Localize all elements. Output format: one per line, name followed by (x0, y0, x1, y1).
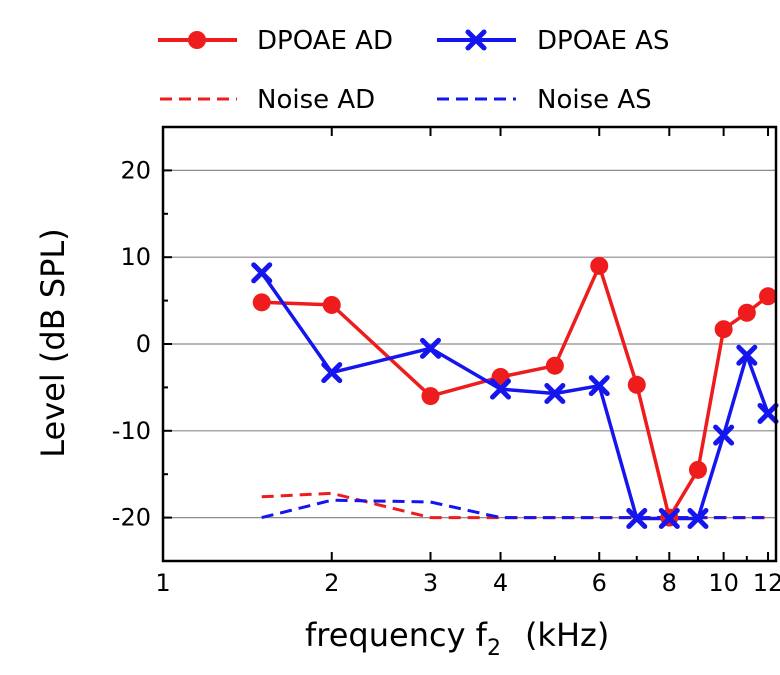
x-tick-label-6: 6 (592, 569, 607, 597)
x-axis-title-main: frequency f (305, 616, 488, 654)
legend-label-noise-as: Noise AS (537, 85, 652, 115)
x-tick-label-12: 12 (753, 569, 780, 597)
series-line-noise-as (261, 498, 768, 520)
point-dpoae-as-5 (588, 375, 610, 397)
legend-label-dpoae-as: DPOAE AS (537, 26, 669, 56)
axis-ticks (162, 126, 770, 562)
point-dpoae-as-10 (736, 344, 758, 366)
x-tick-label-1: 1 (155, 569, 170, 597)
point-dpoae-ad-11 (759, 287, 778, 306)
x-tick-label-2: 2 (324, 569, 339, 597)
y-tick-label-10: 10 (120, 243, 151, 271)
point-dpoae-as-8 (687, 507, 709, 529)
x-tick-label-10: 10 (708, 569, 739, 597)
x-tick-label-8: 8 (662, 569, 677, 597)
legend-item-noise-ad: Noise AD (160, 85, 375, 115)
point-dpoae-ad-9 (714, 320, 733, 339)
y-axis-title: Level (dB SPL) (34, 228, 72, 457)
legend-item-dpoae-ad: DPOAE AD (158, 26, 393, 56)
y-tick-label-20: 20 (120, 156, 151, 184)
point-dpoae-as-0 (251, 262, 273, 284)
point-dpoae-as-7 (658, 507, 680, 529)
point-dpoae-as-9 (713, 424, 735, 446)
series-line-dpoae-as (260, 271, 770, 521)
point-dpoae-as-6 (626, 507, 648, 529)
y-tick-label--10: -10 (112, 417, 151, 445)
point-dpoae-ad-6 (627, 375, 646, 394)
y-tick-label--20: -20 (112, 504, 151, 532)
point-dpoae-ad-2 (421, 387, 440, 406)
point-dpoae-ad-0 (252, 293, 271, 312)
gridlines (163, 169, 776, 519)
legend: DPOAE AD DPOAE AS Noise AD Noise AS (158, 26, 669, 115)
x-axis-title: frequency f2 (kHz) (305, 616, 609, 661)
legend-marker-dpoae-as (465, 29, 487, 51)
point-dpoae-ad-1 (322, 295, 341, 314)
point-dpoae-as-11 (757, 402, 779, 424)
point-dpoae-as-4 (544, 382, 566, 404)
point-dpoae-as-2 (419, 337, 441, 359)
legend-item-noise-as: Noise AS (437, 85, 652, 115)
legend-label-noise-ad: Noise AD (257, 85, 375, 115)
x-tick-label-3: 3 (423, 569, 438, 597)
series-line-noise-ad (261, 491, 768, 520)
point-dpoae-as-1 (321, 362, 343, 384)
y-tick-label-0: 0 (136, 330, 151, 358)
x-axis-title-subscript: 2 (487, 636, 501, 661)
legend-marker-dpoae-ad (188, 31, 206, 49)
legend-item-dpoae-as: DPOAE AS (437, 26, 669, 56)
point-dpoae-ad-10 (737, 303, 756, 322)
x-axis-title-unit: (kHz) (525, 616, 609, 654)
legend-label-dpoae-ad: DPOAE AD (257, 26, 393, 56)
point-dpoae-ad-5 (590, 256, 609, 275)
point-dpoae-ad-4 (545, 356, 564, 375)
point-dpoae-ad-8 (688, 460, 707, 479)
series-markers (251, 256, 779, 529)
point-dpoae-as-3 (490, 378, 512, 400)
x-tick-label-4: 4 (493, 569, 508, 597)
